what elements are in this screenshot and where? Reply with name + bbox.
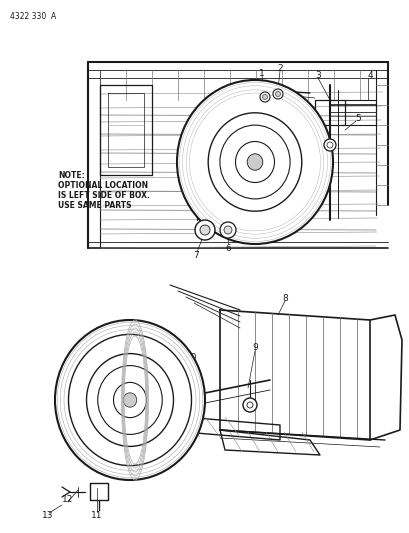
Text: 2: 2 bbox=[276, 63, 282, 72]
Text: 7: 7 bbox=[193, 251, 198, 260]
Text: 13: 13 bbox=[42, 511, 54, 520]
Circle shape bbox=[200, 225, 209, 235]
Circle shape bbox=[323, 139, 335, 151]
Circle shape bbox=[243, 398, 256, 412]
Ellipse shape bbox=[179, 83, 330, 241]
Ellipse shape bbox=[186, 90, 323, 234]
Circle shape bbox=[220, 222, 236, 238]
Text: 11: 11 bbox=[91, 511, 103, 520]
Text: 8: 8 bbox=[281, 294, 287, 303]
Ellipse shape bbox=[64, 329, 196, 471]
Text: 3: 3 bbox=[315, 70, 320, 79]
Text: 5: 5 bbox=[354, 114, 360, 123]
Ellipse shape bbox=[86, 353, 173, 447]
Ellipse shape bbox=[60, 326, 199, 474]
Ellipse shape bbox=[247, 154, 262, 170]
Ellipse shape bbox=[189, 93, 320, 231]
Text: USE SAME PARTS: USE SAME PARTS bbox=[58, 200, 131, 209]
Ellipse shape bbox=[177, 80, 332, 244]
Ellipse shape bbox=[97, 366, 162, 434]
Ellipse shape bbox=[55, 320, 204, 480]
Ellipse shape bbox=[113, 382, 146, 417]
Circle shape bbox=[223, 226, 231, 234]
Text: 1: 1 bbox=[258, 69, 264, 77]
Text: 4: 4 bbox=[366, 70, 372, 79]
Ellipse shape bbox=[68, 334, 191, 466]
Ellipse shape bbox=[208, 113, 301, 211]
Text: NOTE:: NOTE: bbox=[58, 171, 85, 180]
Ellipse shape bbox=[235, 141, 274, 182]
Circle shape bbox=[246, 402, 252, 408]
Text: 6: 6 bbox=[225, 244, 230, 253]
Ellipse shape bbox=[123, 393, 137, 407]
Circle shape bbox=[262, 94, 267, 100]
Ellipse shape bbox=[182, 86, 327, 238]
Text: 10: 10 bbox=[186, 353, 197, 362]
Text: OPTIONAL LOCATION: OPTIONAL LOCATION bbox=[58, 181, 148, 190]
Ellipse shape bbox=[57, 322, 202, 478]
Text: 9: 9 bbox=[252, 343, 257, 352]
Ellipse shape bbox=[219, 125, 290, 199]
Text: IS LEFT SIDE OF BOX.: IS LEFT SIDE OF BOX. bbox=[58, 190, 150, 199]
Circle shape bbox=[275, 92, 280, 96]
Ellipse shape bbox=[191, 95, 318, 229]
Text: 12: 12 bbox=[62, 496, 74, 505]
Circle shape bbox=[272, 89, 282, 99]
Circle shape bbox=[259, 92, 270, 102]
Circle shape bbox=[326, 142, 332, 148]
Circle shape bbox=[195, 220, 214, 240]
Text: 4322 330  A: 4322 330 A bbox=[10, 12, 56, 21]
